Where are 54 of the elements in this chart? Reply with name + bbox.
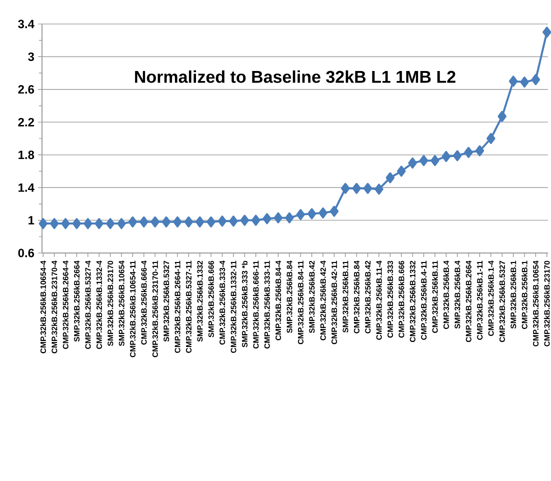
point [218, 216, 227, 227]
point [128, 216, 138, 228]
point [251, 214, 260, 226]
point [486, 132, 496, 144]
point [106, 218, 115, 230]
point [195, 216, 204, 228]
point [475, 145, 484, 156]
point [117, 218, 126, 230]
point [150, 216, 160, 228]
point [229, 216, 238, 227]
point [240, 214, 250, 226]
point [452, 150, 462, 162]
point [84, 218, 92, 230]
y-tick-label: 1.8 [18, 150, 34, 160]
point [274, 212, 283, 224]
y-tick-label: 0.6 [18, 248, 34, 258]
point [72, 218, 82, 230]
point [419, 155, 428, 166]
point [50, 218, 59, 230]
point [296, 209, 305, 220]
point [285, 212, 294, 224]
point [508, 76, 518, 87]
point [341, 182, 350, 194]
point [442, 150, 451, 162]
text: Normalized to Baseline 32kB L1 1MB L2 [135, 70, 456, 83]
y-tick-label: 3.4 [18, 20, 34, 28]
y-tick-label: 1.4 [18, 183, 34, 192]
point [184, 216, 194, 228]
point [318, 207, 328, 218]
point [262, 213, 272, 224]
point [140, 216, 148, 228]
point [363, 182, 372, 194]
y-tick-label: 2.6 [18, 85, 34, 94]
point [531, 74, 540, 86]
point [408, 158, 417, 169]
point [162, 216, 171, 228]
point [386, 172, 395, 184]
point [396, 166, 406, 177]
point [520, 76, 529, 88]
y-tick-label: 3 [28, 52, 34, 61]
point [61, 218, 70, 230]
point [374, 184, 384, 195]
point [330, 206, 339, 217]
point [173, 216, 182, 228]
point [464, 146, 473, 158]
point [206, 216, 216, 228]
point [352, 182, 361, 194]
y-tick-label: 1 [28, 216, 34, 224]
point [430, 155, 440, 166]
point [307, 208, 316, 220]
y-tick-label: 2.2 [18, 118, 34, 126]
point [498, 110, 506, 122]
point [38, 218, 48, 230]
point [94, 218, 104, 230]
